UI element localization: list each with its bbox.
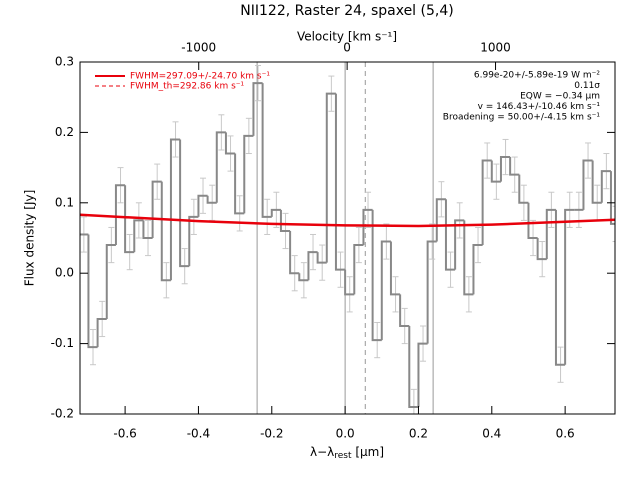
histogram-step	[96, 317, 107, 348]
x-axis-label: λ−λrest [μm]	[310, 445, 384, 461]
histogram-step	[444, 199, 456, 271]
y-axis-label: Flux density [Jy]	[23, 190, 37, 287]
histogram-step	[334, 93, 346, 271]
legend-label: FWHM=297.09+/-24.70 km s⁻¹	[130, 72, 270, 82]
histogram-step	[490, 160, 501, 183]
histogram-step	[114, 184, 126, 246]
legend-label: FWHM_th=292.86 km s⁻¹	[130, 82, 245, 92]
annotation: v = 146.43+/-10.46 km s⁻¹	[478, 102, 601, 112]
histogram-step	[142, 220, 153, 239]
x-tick-label: -0.2	[260, 427, 283, 441]
histogram-step	[261, 83, 272, 218]
histogram-step	[169, 138, 181, 281]
histogram-step	[353, 244, 364, 295]
histogram-step	[408, 326, 419, 408]
x2-tick-label: 1000	[480, 41, 511, 55]
histogram-step	[298, 273, 309, 282]
x2-tick-label: -1000	[181, 41, 216, 55]
chart-title: NII122, Raster 24, spaxel (5,4)	[240, 3, 453, 19]
histogram-step	[554, 209, 566, 366]
histogram-step	[270, 208, 281, 217]
histogram-step	[591, 160, 602, 204]
annotation: Broadening = 50.00+/-4.15 km s⁻¹	[443, 113, 601, 123]
histogram-step	[124, 185, 135, 254]
x-tick-label: 0.2	[409, 427, 428, 441]
x-label-sub: rest	[334, 451, 352, 461]
x-label-part: [μm]	[352, 445, 385, 459]
histogram-step	[609, 171, 615, 225]
annotation: 6.99e-20+/-5.89e-19 W m⁻²	[474, 71, 601, 81]
histogram-step	[481, 159, 492, 246]
histogram-step	[234, 153, 245, 215]
axes: -0.2 -0.1 0.0 0.1 0.2 0.3 -0.6 -0.4 -0.2 0.0 0.2 0.…	[51, 41, 616, 441]
plot-area	[80, 62, 615, 414]
histogram-step	[518, 174, 529, 204]
histogram-step	[389, 241, 401, 296]
histogram-step	[454, 219, 465, 270]
annotation: 0.11σ	[574, 81, 600, 91]
x-tick-label: -0.4	[187, 427, 210, 441]
histogram-step	[344, 269, 355, 296]
y-tick-label: 0.0	[55, 266, 74, 280]
histogram-step	[224, 132, 236, 155]
histogram-step	[564, 208, 575, 365]
histogram-step	[426, 240, 437, 344]
histogram-step	[307, 251, 318, 281]
histogram-step	[197, 194, 208, 217]
x-tick-label: 0.0	[336, 427, 355, 441]
histogram-step	[243, 134, 254, 214]
y-tick-label: 0.3	[55, 55, 74, 69]
histogram-step	[380, 240, 391, 341]
histogram-step	[472, 244, 483, 295]
histogram-step	[600, 170, 611, 203]
histogram-step	[435, 198, 446, 242]
y-tick-label: -0.1	[51, 336, 74, 350]
y-tick-label: -0.2	[51, 407, 74, 421]
fit-line	[80, 213, 615, 228]
histogram-step	[279, 209, 291, 232]
histogram-step	[499, 156, 511, 182]
histogram-step	[463, 220, 474, 296]
x2-axis-label: Velocity [km s⁻¹]	[297, 30, 397, 44]
histogram-step	[289, 230, 300, 275]
histogram-step	[509, 157, 520, 176]
histogram-step	[582, 159, 593, 210]
histogram-step	[325, 92, 336, 263]
histogram-step	[417, 342, 428, 407]
histogram-step	[87, 234, 98, 349]
x2-tick-label: 0	[343, 41, 351, 55]
y-tick-label: 0.1	[55, 195, 74, 209]
y-tick-label: 0.2	[55, 125, 74, 139]
histogram-step	[527, 202, 538, 239]
x-tick-label: 0.4	[482, 427, 501, 441]
histogram-step	[252, 82, 263, 136]
histogram-step	[133, 219, 144, 253]
histogram-step	[362, 208, 373, 246]
histogram-step	[188, 215, 199, 267]
histogram-step	[105, 244, 116, 319]
histogram-step	[399, 294, 410, 327]
annotation: EQW = −0.34 μm	[520, 92, 600, 102]
histogram-step	[215, 131, 226, 203]
histogram-step	[545, 208, 556, 260]
x-tick-label: -0.6	[113, 427, 136, 441]
histogram-step	[316, 252, 327, 264]
histogram-step	[371, 209, 382, 342]
x-tick-label: 0.6	[556, 427, 575, 441]
histogram-step	[536, 238, 547, 261]
x-label-part: λ−λ	[310, 445, 334, 459]
histogram-step	[206, 195, 217, 204]
histogram-step	[160, 181, 171, 282]
histogram-step	[179, 139, 190, 268]
